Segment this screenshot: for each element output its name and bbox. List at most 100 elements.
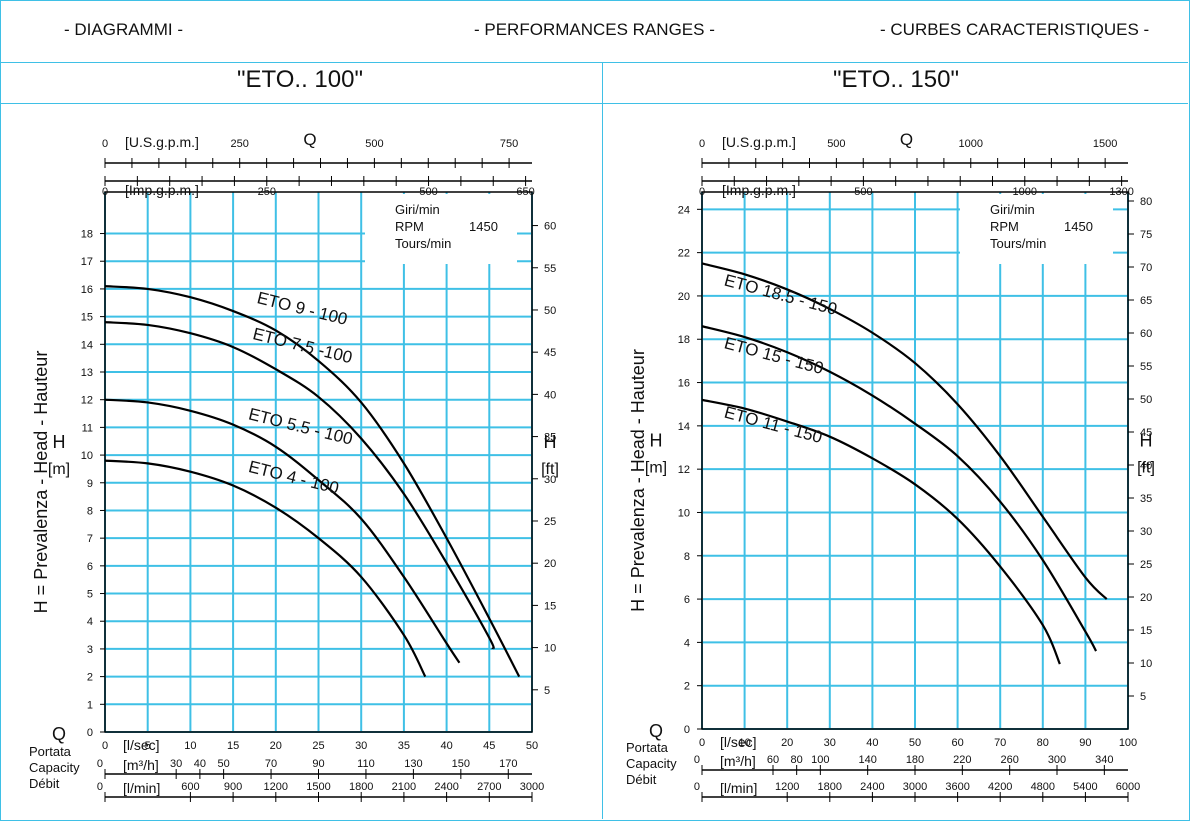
rpm-label-rpm: RPM [395,219,424,234]
bottom-axis-zero: 0 [97,781,103,793]
y-tick-label: 20 [678,291,690,303]
curve-eto-18-5-150 [701,262,1108,600]
y-tick-label: 8 [684,551,690,563]
flow-label: Capacity [626,756,677,771]
top-axis-label: 250 [258,186,276,198]
chart-title-eto-150: "ETO.. 150" [833,66,959,93]
y-right-tick-label: 45 [544,347,556,359]
bottom-axis-zero: 0 [694,781,700,793]
top-axis-unit: [U.S.g.p.m.] [722,134,796,150]
series-label: ETO 11 - 150 [722,403,824,447]
y-tick-label: 13 [81,367,93,379]
y-right-tick-label: 55 [1140,361,1152,373]
y-tick-label: 17 [81,256,93,268]
y-tick-label: 15 [81,312,93,324]
y-right-tick-label: 60 [544,221,556,233]
curve-eto-11-150 [701,398,1061,665]
rpm-label-giri: Giri/min [990,202,1035,217]
bottom-axis-label: 180 [906,754,924,766]
top-axis-label: 650 [516,186,534,198]
y-right-tick-label: 35 [1140,493,1152,505]
flow-label: Capacity [29,760,80,775]
bottom-axis-unit: [l/min] [720,780,757,796]
x-tick-label: 0 [699,737,705,749]
left-axis-title: H = Prevalenza - Head - Hauteur [31,351,51,614]
bottom-axis-label: 2400 [434,781,458,793]
rpm-value: 1450 [469,219,498,234]
h-axis-symbol: H [650,431,663,451]
y-right-tick-label: 20 [544,558,556,570]
top-axis-label: 0 [102,186,108,198]
rpm-label-tours: Tours/min [990,236,1046,251]
x-tick-label: 5 [145,740,151,752]
h-right-symbol: H [1140,431,1153,451]
x-tick-label: 0 [102,740,108,752]
y-tick-label: 6 [684,594,690,606]
h-right-symbol: H [544,432,557,452]
y-right-tick-label: 50 [544,305,556,317]
top-axis-unit: [Imp.g.p.m.] [722,182,796,198]
top-axis-label: 250 [231,138,249,150]
x-tick-label: 30 [355,740,367,752]
y-tick-label: 9 [87,478,93,490]
top-axis-label: 0 [699,138,705,150]
bottom-axis-label: 150 [452,758,470,770]
y-right-tick-label: 50 [1140,394,1152,406]
curve-eto-5-5-100 [104,398,461,664]
top-axis-label: 1500 [1093,138,1117,150]
y-right-tick-label: 10 [544,643,556,655]
flow-label: Portata [29,744,72,759]
q-bottom-symbol: Q [649,721,663,741]
plot-frame [104,191,533,733]
x-tick-label: 10 [184,740,196,752]
y-right-tick-label: 45 [1140,427,1152,439]
top-axis-label: 500 [827,138,845,150]
y-tick-label: 4 [87,616,93,628]
top-axis-unit: [Imp.g.p.m.] [125,182,199,198]
h-right-unit: [ft] [1137,460,1155,477]
curve-eto-4-100 [104,459,427,678]
bottom-axis-label: 130 [404,758,422,770]
series-label: ETO 5.5 - 100 [247,405,355,449]
bottom-axis-label: 70 [265,758,277,770]
bottom-axis-label: 40 [194,758,206,770]
x-tick-label: 35 [398,740,410,752]
y-tick-label: 11 [82,422,93,434]
y-tick-label: 7 [87,533,93,545]
y-tick-label: 16 [81,284,93,296]
y-right-tick-label: 30 [1140,526,1152,538]
left-axis-title: H = Prevalenza - Head - Hauteur [628,349,648,612]
bottom-axis-label: 5400 [1073,781,1097,793]
x-tick-label: 50 [526,740,538,752]
bottom-axis-label: 80 [791,754,803,766]
bottom-axis-label: 3000 [520,781,544,793]
top-axis-label: 1000 [959,138,983,150]
bottom-axis-label: 900 [224,781,242,793]
y-right-tick-label: 40 [544,389,556,401]
x-tick-label: 25 [312,740,324,752]
series-label: ETO 4 - 100 [247,457,341,498]
rpm-label-giri: Giri/min [395,202,440,217]
y-right-tick-label: 5 [1140,691,1146,703]
chart-title-eto-100: "ETO.. 100" [237,66,363,93]
bottom-axis-label: 220 [953,754,971,766]
x-tick-label: 100 [1119,737,1137,749]
x-tick-label: 70 [994,737,1006,749]
bottom-axis-label: 1200 [264,781,288,793]
y-tick-label: 1 [87,699,93,711]
y-tick-label: 10 [678,507,690,519]
header-divider [0,62,1188,63]
chart-eto-100: Giri/minRPMTours/min14500123456789101112… [29,130,559,802]
q-top-symbol: Q [303,130,316,149]
rpm-box [960,194,1113,264]
bottom-axis-label: 4200 [988,781,1012,793]
x-tick-label: 40 [866,737,878,749]
bottom-axis-label: 50 [217,758,229,770]
top-axis-label: 0 [699,186,705,198]
x-tick-label: 40 [440,740,452,752]
bottom-axis-label: 2400 [860,781,884,793]
bottom-axis-label: 1500 [306,781,330,793]
x-tick-label: 50 [909,737,921,749]
y-right-tick-label: 80 [1140,196,1152,208]
y-tick-label: 18 [678,334,690,346]
